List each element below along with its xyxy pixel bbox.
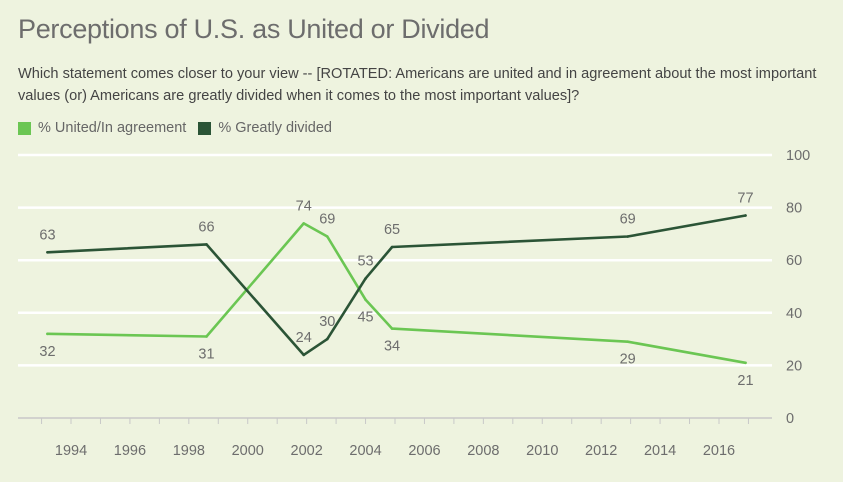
legend-label-divided: % Greatly divided bbox=[218, 120, 332, 136]
data-label-divided-6: 69 bbox=[620, 212, 636, 228]
data-label-united-5: 34 bbox=[384, 339, 400, 355]
x-tick-label-2014: 2014 bbox=[644, 443, 676, 459]
series-line-united bbox=[46, 222, 747, 365]
data-point-united-7 bbox=[744, 361, 747, 365]
data-label-united-7: 21 bbox=[737, 373, 753, 389]
data-label-divided-7: 77 bbox=[737, 190, 753, 206]
survey-question: Which statement comes closer to your vie… bbox=[18, 66, 817, 104]
data-label-united-1: 31 bbox=[198, 346, 214, 362]
x-tick-label-2006: 2006 bbox=[408, 443, 440, 459]
x-tick-label-2000: 2000 bbox=[232, 443, 264, 459]
x-tick-label-2012: 2012 bbox=[585, 443, 617, 459]
data-point-divided-3 bbox=[325, 337, 329, 341]
data-label-divided-2: 24 bbox=[296, 330, 312, 346]
data-label-united-6: 29 bbox=[620, 352, 636, 368]
data-label-divided-5: 65 bbox=[384, 222, 400, 238]
x-tick-label-2002: 2002 bbox=[291, 443, 323, 459]
data-point-united-1 bbox=[205, 335, 208, 338]
data-point-divided-2 bbox=[302, 353, 305, 357]
series-line-divided bbox=[46, 214, 747, 357]
data-label-divided-1: 66 bbox=[198, 219, 214, 235]
legend: % United/In agreement % Greatly divided bbox=[18, 120, 344, 136]
x-tick-label-2008: 2008 bbox=[467, 443, 499, 459]
data-point-united-4 bbox=[364, 298, 367, 301]
x-tick-label-1996: 1996 bbox=[114, 443, 146, 459]
data-label-united-3: 69 bbox=[319, 212, 335, 228]
data-point-divided-0 bbox=[46, 251, 49, 254]
data-point-united-3 bbox=[325, 235, 329, 238]
x-tick-label-2010: 2010 bbox=[526, 443, 558, 459]
x-tick-label-2016: 2016 bbox=[703, 443, 735, 459]
data-label-divided-0: 63 bbox=[39, 227, 55, 243]
data-label-united-4: 45 bbox=[357, 310, 373, 326]
data-label-divided-4: 53 bbox=[357, 254, 373, 270]
y-tick-label-20: 20 bbox=[786, 358, 802, 374]
data-point-united-6 bbox=[626, 340, 629, 344]
data-point-united-0 bbox=[46, 332, 49, 336]
x-tick-label-1998: 1998 bbox=[173, 443, 205, 459]
data-point-divided-5 bbox=[390, 245, 394, 249]
y-tick-label-0: 0 bbox=[786, 411, 794, 427]
data-point-divided-4 bbox=[364, 277, 367, 280]
y-tick-label-40: 40 bbox=[786, 306, 802, 322]
chart-title: Perceptions of U.S. as United or Divided bbox=[18, 14, 490, 44]
data-label-divided-3: 30 bbox=[319, 314, 335, 330]
y-tick-label-100: 100 bbox=[786, 148, 810, 164]
data-point-divided-7 bbox=[744, 214, 747, 217]
data-point-united-5 bbox=[390, 327, 394, 330]
legend-swatch-united bbox=[18, 121, 31, 135]
x-tick-label-1994: 1994 bbox=[55, 443, 87, 459]
legend-item-united: % United/In agreement bbox=[18, 120, 186, 136]
legend-item-divided: % Greatly divided bbox=[198, 120, 332, 136]
legend-label-united: % United/In agreement bbox=[38, 120, 187, 136]
data-point-divided-6 bbox=[626, 235, 629, 238]
data-label-united-0: 32 bbox=[39, 344, 55, 360]
x-tick-label-2004: 2004 bbox=[349, 443, 381, 459]
y-tick-label-60: 60 bbox=[786, 253, 802, 269]
y-tick-label-80: 80 bbox=[786, 201, 802, 217]
data-label-united-2: 74 bbox=[296, 198, 312, 214]
data-point-united-2 bbox=[302, 222, 305, 225]
data-point-divided-1 bbox=[205, 243, 208, 246]
legend-swatch-divided bbox=[198, 121, 212, 135]
